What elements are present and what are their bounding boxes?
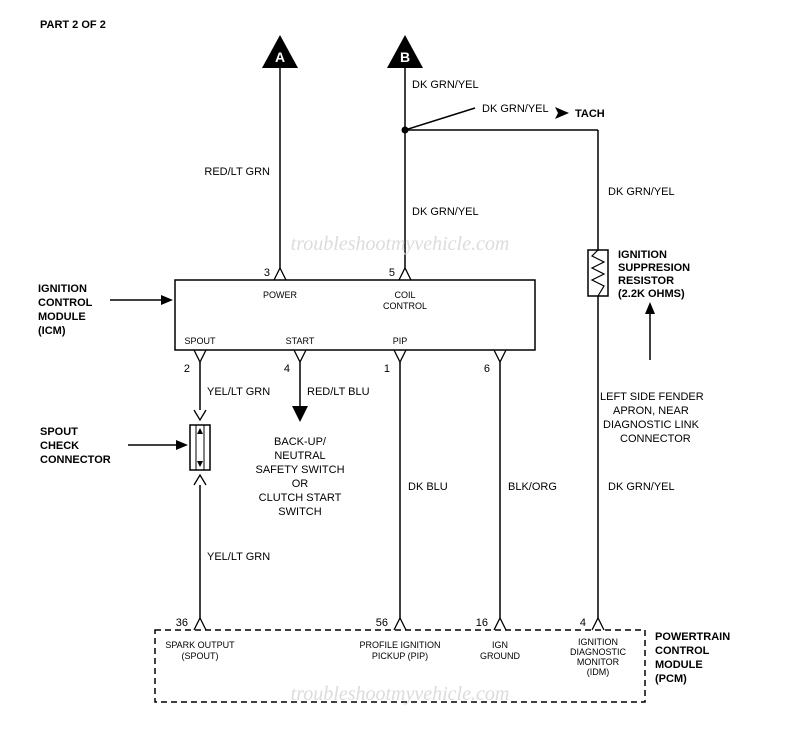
svg-text:IGNITION: IGNITION — [38, 283, 87, 295]
svg-text:SWITCH: SWITCH — [278, 506, 321, 518]
svg-text:SPOUT: SPOUT — [184, 336, 216, 346]
svg-text:MODULE: MODULE — [38, 311, 86, 323]
svg-text:SPOUT: SPOUT — [40, 426, 78, 438]
svg-text:PIP: PIP — [393, 336, 408, 346]
svg-text:(PCM): (PCM) — [655, 673, 687, 685]
wire-ground-label: BLK/ORG — [508, 481, 557, 493]
svg-text:A: A — [275, 49, 285, 65]
start-arrowhead — [292, 406, 308, 422]
svg-text:CONTROL: CONTROL — [383, 301, 427, 311]
svg-text:MONITOR: MONITOR — [577, 657, 620, 667]
svg-text:SUPPRESION: SUPPRESION — [618, 262, 690, 274]
wire-idm-label: DK GRN/YEL — [608, 481, 675, 493]
spout-check-label: SPOUT CHECK CONNECTOR — [40, 426, 188, 466]
svg-text:SPARK OUTPUT: SPARK OUTPUT — [165, 640, 235, 650]
svg-text:APRON, NEAR: APRON, NEAR — [613, 405, 689, 417]
svg-text:BACK-UP/: BACK-UP/ — [274, 436, 327, 448]
svg-text:(ICM): (ICM) — [38, 325, 66, 337]
svg-text:5: 5 — [389, 267, 395, 279]
pcm-pin-names: SPARK OUTPUT (SPOUT) PROFILE IGNITION PI… — [165, 637, 626, 677]
svg-text:IGNITION: IGNITION — [578, 637, 618, 647]
svg-text:B: B — [400, 49, 410, 65]
wire-spout2-label: YEL/LT GRN — [207, 551, 270, 563]
svg-text:OR: OR — [292, 478, 309, 490]
svg-text:CONNECTOR: CONNECTOR — [40, 454, 111, 466]
svg-text:NEUTRAL: NEUTRAL — [274, 450, 325, 462]
triangle-b: B — [387, 35, 423, 68]
svg-text:LEFT SIDE FENDER: LEFT SIDE FENDER — [600, 391, 704, 403]
wire-spout1-label: YEL/LT GRN — [207, 386, 270, 398]
wire-a-label: RED/LT GRN — [204, 166, 270, 178]
svg-text:POWER: POWER — [263, 290, 298, 300]
svg-text:DIAGNOSTIC LINK: DIAGNOSTIC LINK — [603, 419, 700, 431]
pcm-label: POWERTRAIN CONTROL MODULE (PCM) — [655, 631, 730, 685]
spout-conn-bot — [194, 475, 206, 485]
triangle-a: A — [262, 35, 298, 68]
svg-text:COIL: COIL — [394, 290, 415, 300]
spout-conn-top — [194, 410, 206, 420]
svg-text:POWERTRAIN: POWERTRAIN — [655, 631, 730, 643]
svg-text:(IDM): (IDM) — [587, 667, 610, 677]
svg-text:6: 6 — [484, 363, 490, 375]
wire-pip-label: DK BLU — [408, 481, 448, 493]
tach-branch: DK GRN/YEL TACH — [405, 103, 605, 130]
svg-text:START: START — [286, 336, 315, 346]
svg-text:CONNECTOR: CONNECTOR — [620, 433, 691, 445]
wire-start-label: RED/LT BLU — [307, 386, 370, 398]
resistor-symbol — [588, 250, 608, 296]
svg-text:(2.2K OHMS): (2.2K OHMS) — [618, 288, 685, 300]
svg-text:PICKUP (PIP): PICKUP (PIP) — [372, 651, 428, 661]
svg-text:3: 3 — [264, 267, 270, 279]
svg-text:RESISTOR: RESISTOR — [618, 275, 674, 287]
pcm-pins: 36 56 16 4 — [176, 617, 604, 630]
svg-text:4: 4 — [284, 363, 290, 375]
svg-text:56: 56 — [376, 617, 388, 629]
icm-bottom-pins: 2 4 1 6 — [184, 350, 506, 375]
svg-text:SAFETY SWITCH: SAFETY SWITCH — [255, 464, 344, 476]
backup-label: BACK-UP/ NEUTRAL SAFETY SWITCH OR CLUTCH… — [255, 436, 344, 518]
svg-text:PROFILE IGNITION: PROFILE IGNITION — [359, 640, 440, 650]
svg-text:GROUND: GROUND — [480, 651, 520, 661]
resistor-label: IGNITION SUPPRESION RESISTOR (2.2K OHMS) — [618, 249, 690, 300]
svg-text:TACH: TACH — [575, 108, 605, 120]
page-title: PART 2 OF 2 — [40, 19, 106, 31]
svg-text:IGN: IGN — [492, 640, 508, 650]
spout-check-connector — [190, 425, 210, 470]
svg-text:(SPOUT): (SPOUT) — [182, 651, 219, 661]
resistor-location: LEFT SIDE FENDER APRON, NEAR DIAGNOSTIC … — [600, 302, 704, 445]
wiring-diagram: PART 2 OF 2 A B RED/LT GRN DK GRN/YEL DK… — [0, 0, 800, 750]
icm-label: IGNITION CONTROL MODULE (ICM) — [38, 283, 173, 337]
svg-text:2: 2 — [184, 363, 190, 375]
svg-text:4: 4 — [580, 617, 586, 629]
svg-text:CONTROL: CONTROL — [38, 297, 93, 309]
watermark-bottom: troubleshootmyvehicle.com — [291, 683, 510, 705]
svg-text:36: 36 — [176, 617, 188, 629]
svg-text:MODULE: MODULE — [655, 659, 703, 671]
svg-text:IGNITION: IGNITION — [618, 249, 667, 261]
icm-top-pins: 3 5 — [264, 267, 411, 280]
svg-text:16: 16 — [476, 617, 488, 629]
wire-b-down-label: DK GRN/YEL — [412, 206, 479, 218]
svg-text:CONTROL: CONTROL — [655, 645, 710, 657]
svg-text:DIAGNOSTIC: DIAGNOSTIC — [570, 647, 627, 657]
wire-b-top-label: DK GRN/YEL — [412, 79, 479, 91]
watermark-top: troubleshootmyvehicle.com — [291, 233, 510, 255]
svg-text:1: 1 — [384, 363, 390, 375]
svg-text:DK GRN/YEL: DK GRN/YEL — [482, 103, 549, 115]
svg-text:CHECK: CHECK — [40, 440, 79, 452]
wire-resistor-label: DK GRN/YEL — [608, 186, 675, 198]
svg-text:CLUTCH START: CLUTCH START — [259, 492, 342, 504]
icm-box: POWER COIL CONTROL SPOUT START PIP — [175, 280, 535, 350]
